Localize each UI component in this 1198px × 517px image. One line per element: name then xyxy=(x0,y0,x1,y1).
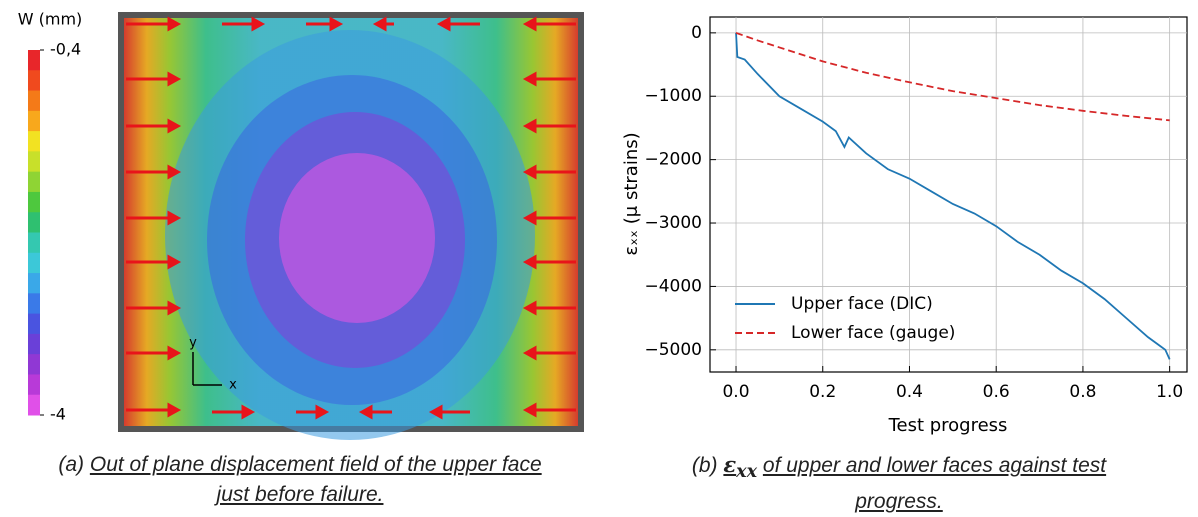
x-axis-label: Test progress xyxy=(888,415,1008,436)
plot-frame xyxy=(709,16,1188,373)
x-tick-label: 1.0 xyxy=(1156,382,1183,402)
colorbar-step xyxy=(28,293,40,315)
x-tick-label: 0.0 xyxy=(722,382,749,402)
arrow xyxy=(126,210,182,226)
colorbar-step xyxy=(28,394,40,416)
arrow xyxy=(522,254,576,270)
y-tick-label: −5000 xyxy=(644,340,702,360)
arrow xyxy=(428,404,470,420)
colorbar-step xyxy=(28,273,40,294)
colorbar-step xyxy=(28,131,40,152)
symbol: ε xyxy=(723,452,737,477)
arrow xyxy=(522,118,576,134)
caption-text: progress. xyxy=(855,490,943,514)
caption-text: Out of plane displacement field of the u… xyxy=(89,453,542,476)
arrow xyxy=(212,404,256,420)
arrow xyxy=(126,71,182,87)
arrow xyxy=(306,16,344,32)
arrow xyxy=(126,118,182,134)
colorbar-step xyxy=(28,50,40,71)
plot: 0.0 0.2 0.4 0.6 0.8 1.0 0 −1000 −2000 −3000 −4000 −… xyxy=(644,17,1187,402)
colorbar-step xyxy=(28,151,40,173)
colorbar-step xyxy=(28,313,40,335)
caption-text: of upper and lower faces against test xyxy=(762,454,1107,477)
figure: y x W (mm) -0,4 -4 Test progress εₓₓ (μ s… xyxy=(18,10,1188,440)
contour xyxy=(279,153,435,323)
arrow xyxy=(126,254,182,270)
legend-label: Upper face (DIC) xyxy=(791,294,933,314)
colorbar-tick-label: -0,4 xyxy=(50,40,81,59)
arrow xyxy=(126,300,182,316)
colorbar-step xyxy=(28,171,40,193)
caption-label: (a) xyxy=(58,453,85,476)
arrow xyxy=(372,16,394,32)
colorbar-step xyxy=(28,374,40,396)
caption-b: (b) εxx of upper and lower faces against… xyxy=(600,450,1198,517)
colorbar-step xyxy=(28,90,40,112)
x-tick-label: 0.6 xyxy=(983,382,1010,402)
arrow xyxy=(522,164,576,180)
arrows xyxy=(126,16,576,420)
caption-label: (b) xyxy=(691,454,718,477)
colorbar-step xyxy=(28,252,40,274)
colorbar-tick-label: -4 xyxy=(50,405,66,424)
y-tick-label: −4000 xyxy=(644,276,702,296)
y-tick-label: −3000 xyxy=(644,213,702,233)
x-tick-label: 0.8 xyxy=(1069,382,1096,402)
caption-symbol: εxx xyxy=(723,452,757,482)
arrow xyxy=(126,345,182,361)
series-line xyxy=(735,32,1171,360)
colorbar: -0,4 -4 xyxy=(28,40,81,424)
arrow xyxy=(522,345,576,361)
arrow xyxy=(522,71,576,87)
axis-x-label: x xyxy=(229,378,237,393)
colorbar-label: W (mm) xyxy=(18,10,83,29)
arrow xyxy=(126,16,182,32)
colorbar-step xyxy=(28,70,40,92)
colorbar-step xyxy=(28,354,40,375)
legend-label: Lower face (gauge) xyxy=(791,323,955,343)
colorbar-step xyxy=(28,333,40,355)
arrow xyxy=(126,164,182,180)
arrow xyxy=(126,402,182,418)
colorbar-step xyxy=(28,232,40,254)
axis-y-label: y xyxy=(189,336,197,351)
arrow xyxy=(522,16,576,32)
y-axis-label: εₓₓ (μ strains) xyxy=(621,132,642,255)
series-line xyxy=(735,31,1170,122)
caption-a: (a) Out of plane displacement field of t… xyxy=(0,450,600,510)
y-tick-label: −2000 xyxy=(644,150,702,170)
y-tick-label: −1000 xyxy=(644,86,702,106)
arrow xyxy=(222,16,266,32)
axes-icon xyxy=(192,352,222,386)
x-tick-label: 0.4 xyxy=(896,382,923,402)
symbol-subscript: xx xyxy=(736,462,758,483)
arrow xyxy=(522,402,576,418)
x-tick-label: 0.2 xyxy=(809,382,836,402)
arrow xyxy=(296,404,330,420)
colorbar-step xyxy=(28,212,40,233)
colorbar-step xyxy=(28,191,40,213)
arrow xyxy=(436,16,480,32)
y-tick-label: 0 xyxy=(691,23,702,43)
caption-text: just before failure. xyxy=(216,483,384,506)
arrow xyxy=(358,404,392,420)
arrow xyxy=(522,300,576,316)
colorbar-step xyxy=(28,110,40,132)
arrow xyxy=(522,210,576,226)
